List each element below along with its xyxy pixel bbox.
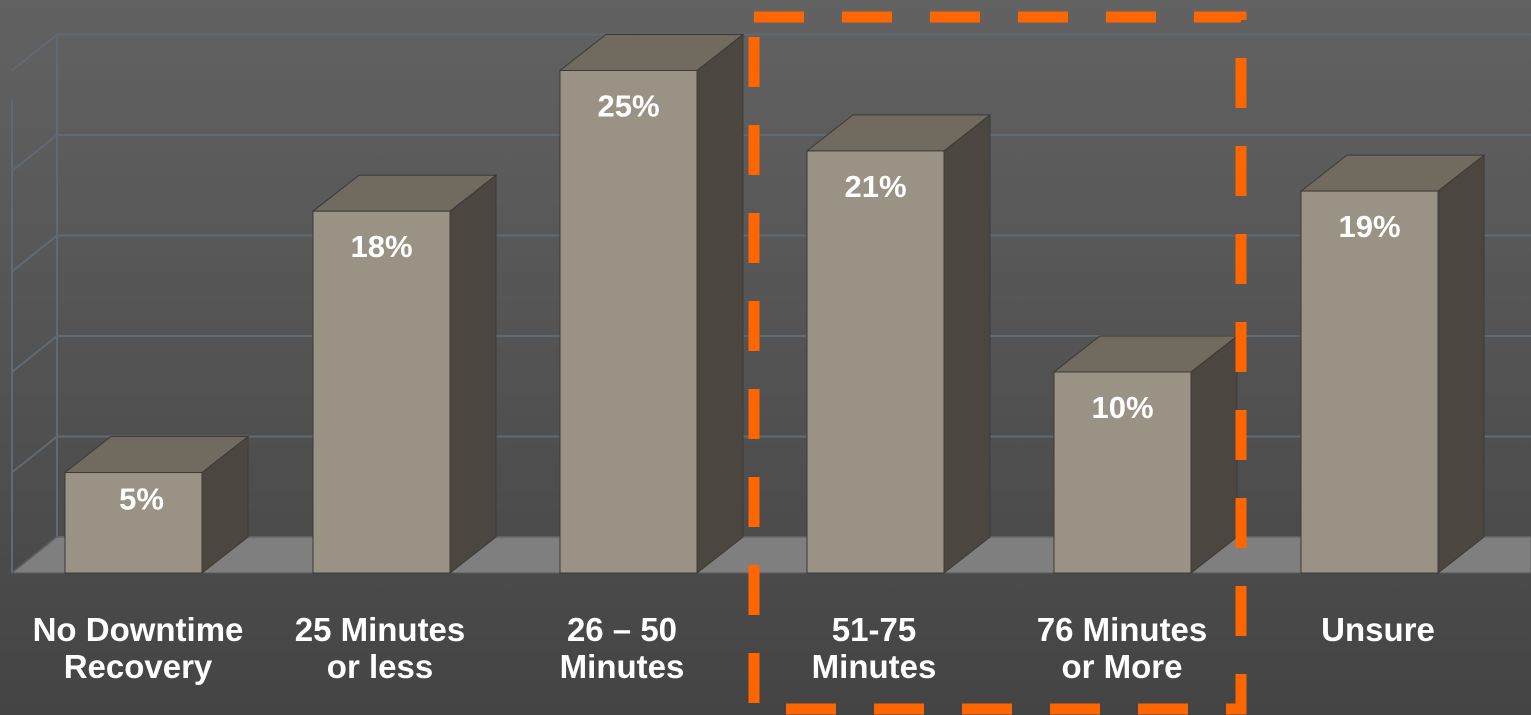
bar-side: [943, 113, 991, 575]
bar: [559, 70, 698, 574]
bar-side: [449, 174, 497, 575]
bar-side: [696, 33, 744, 575]
x-tick-label: 51-75 Minutes: [811, 611, 937, 685]
x-tick-label: 76 Minutes or More: [1036, 611, 1208, 685]
bar-side: [1190, 334, 1238, 575]
bar: [64, 472, 203, 574]
side-gridline: [11, 134, 58, 172]
side-gridline: [11, 33, 58, 72]
data-label: 19%: [1338, 209, 1400, 244]
data-label: 5%: [119, 482, 164, 517]
side-gridline: [11, 435, 58, 474]
side-gridline: [11, 234, 58, 273]
x-tick-label: No Downtime Recovery: [32, 611, 244, 685]
data-label: 18%: [350, 229, 412, 264]
bar: [1053, 371, 1192, 574]
bar: [312, 210, 451, 574]
bar-side: [1437, 154, 1485, 575]
x-tick-label: Unsure: [1321, 611, 1435, 648]
x-tick-label: 26 – 50 Minutes: [559, 611, 685, 685]
bar: [1300, 190, 1439, 574]
x-tick-label: 25 Minutes or less: [294, 611, 466, 685]
data-label: 10%: [1091, 390, 1153, 425]
data-label: 21%: [844, 169, 906, 204]
bar: [806, 150, 945, 574]
side-gridline: [11, 335, 58, 373]
data-label: 25%: [597, 89, 659, 124]
highlight-box: [748, 11, 1247, 715]
